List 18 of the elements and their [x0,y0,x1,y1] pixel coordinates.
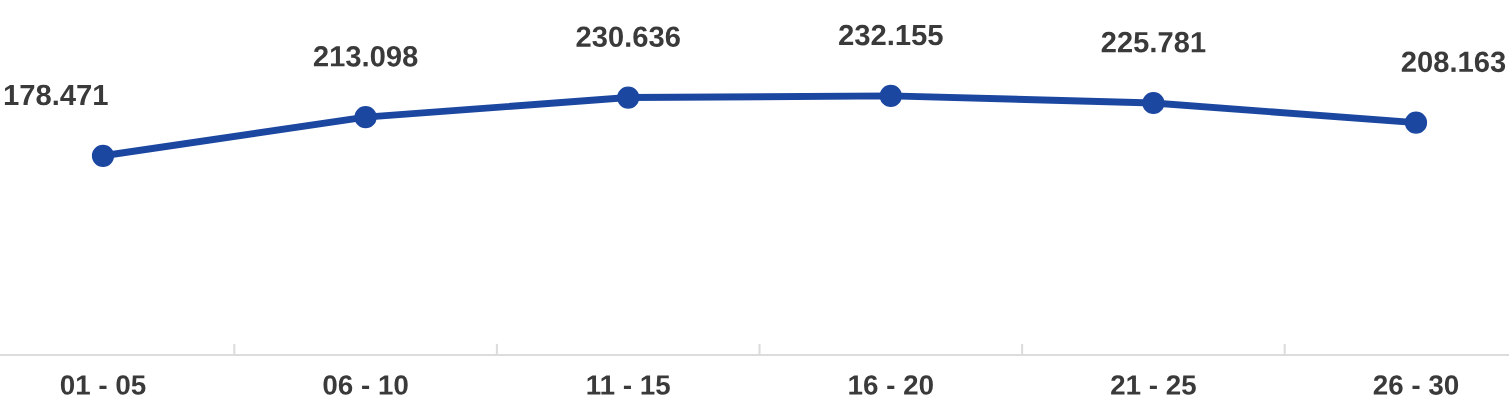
point [91,144,115,167]
point [354,106,377,129]
x-tick-label: 16 - 20 [849,375,933,395]
point [1142,91,1165,115]
data-label: 213.098 [313,45,418,67]
data-label: 230.636 [576,26,680,48]
x-tick-label: 26 - 30 [1373,375,1459,395]
point [1404,111,1428,134]
x-tick-label: 01 - 05 [60,375,146,395]
x-tick-label: 21 - 25 [1111,375,1196,395]
point [879,84,902,107]
data-label: 232.155 [839,24,943,46]
point [617,86,640,109]
data-label: 178.471 [4,84,108,106]
data-label: 225.781 [1101,31,1206,53]
data-label: 208.163 [1401,51,1506,73]
x-tick-label: 06 - 10 [323,375,408,395]
x-tick-label: 11 - 15 [587,375,670,395]
